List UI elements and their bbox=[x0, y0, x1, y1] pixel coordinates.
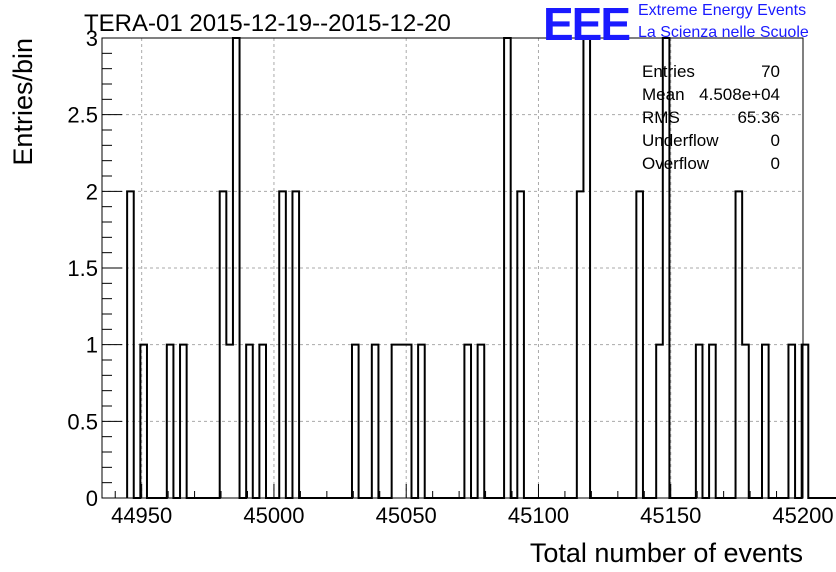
y-tick-label: 0.5 bbox=[67, 409, 98, 434]
y-tick-label: 3 bbox=[86, 26, 98, 51]
y-tick-label: 2.5 bbox=[67, 103, 98, 128]
y-axis-ticks: 0 0.5 1 1.5 2 2.5 3 bbox=[67, 26, 122, 511]
stat-value: 70 bbox=[761, 62, 780, 81]
chart-title: TERA-01 2015-12-19--2015-12-20 bbox=[84, 10, 451, 37]
x-tick-label: 45150 bbox=[640, 503, 701, 528]
stat-row-rms: RMS 65.36 bbox=[640, 106, 782, 129]
x-axis-ticks: 44950 45000 45050 45100 45150 45200 bbox=[111, 484, 834, 528]
y-tick-label: 1 bbox=[86, 333, 98, 358]
y-tick-label: 1.5 bbox=[67, 256, 98, 281]
logo-caption-line2: La Scienza nelle Scuole bbox=[638, 24, 809, 41]
stat-label: Entries bbox=[642, 62, 695, 81]
x-tick-label: 45100 bbox=[508, 503, 569, 528]
stat-row-overflow: Overflow 0 bbox=[640, 152, 782, 175]
svg-text:EEE: EEE bbox=[543, 2, 629, 44]
stat-value: 65.36 bbox=[737, 108, 780, 127]
stat-label: Underflow bbox=[642, 131, 719, 150]
logo-caption-line1: Extreme Energy Events bbox=[638, 2, 807, 19]
stat-label: Mean bbox=[642, 85, 685, 104]
x-tick-label: 45000 bbox=[243, 503, 304, 528]
y-tick-label: 2 bbox=[86, 179, 98, 204]
stat-label: Overflow bbox=[642, 154, 710, 173]
stat-label: RMS bbox=[642, 108, 680, 127]
stat-value: 0 bbox=[770, 131, 780, 150]
stat-row-mean: Mean 4.508e+04 bbox=[640, 83, 782, 106]
y-tick-label: 0 bbox=[86, 486, 98, 511]
histogram-outline bbox=[126, 37, 836, 499]
x-tick-label: 45050 bbox=[376, 503, 437, 528]
x-tick-label: 45200 bbox=[772, 503, 833, 528]
stat-row-entries: Entries 70 bbox=[640, 60, 782, 83]
y-axis-label: Entries/bin bbox=[8, 38, 38, 166]
eee-logo-icon: EEE bbox=[543, 2, 631, 44]
x-tick-label: 44950 bbox=[111, 503, 172, 528]
x-axis-label: Total number of events bbox=[530, 538, 803, 568]
stat-value: 0 bbox=[770, 154, 780, 173]
stats-box: Entries 70 Mean 4.508e+04 RMS 65.36 Unde… bbox=[640, 60, 782, 175]
stat-value: 4.508e+04 bbox=[699, 85, 780, 104]
stat-row-underflow: Underflow 0 bbox=[640, 129, 782, 152]
